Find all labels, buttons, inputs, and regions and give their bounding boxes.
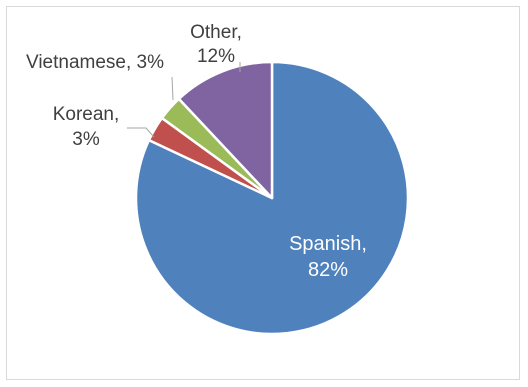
data-label-other: Other, 12% [190, 22, 242, 67]
pie-slice-other [177, 60, 274, 200]
data-label-korean: Korean, 3% [53, 104, 120, 150]
pie-slice-spanish [134, 60, 410, 336]
data-label-spanish: Spanish, 82% [289, 233, 367, 281]
leader-line-korean [127, 127, 155, 138]
data-label-vietnamese: Vietnamese, 3% [26, 52, 164, 73]
leader-line-vietnamese [171, 76, 174, 101]
